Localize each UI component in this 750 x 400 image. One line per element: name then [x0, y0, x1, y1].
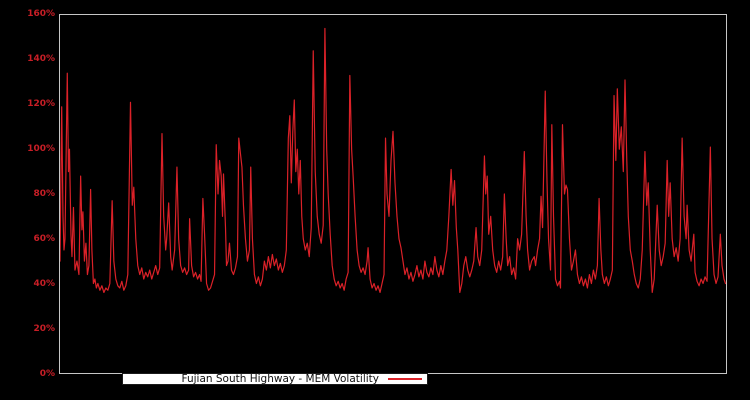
y-axis-tick-label: 60%	[33, 234, 55, 244]
plot-area: Fujian South Highway - MEM Volatility	[59, 14, 727, 385]
y-axis-tick-label: 160%	[27, 9, 55, 19]
y-axis-tick-label: 120%	[27, 99, 55, 109]
volatility-line-series	[60, 27, 726, 294]
y-axis-tick-label: 100%	[27, 144, 55, 154]
legend-label: Fujian South Highway - MEM Volatility	[181, 373, 379, 385]
y-axis-tick-label: 40%	[33, 279, 55, 289]
y-axis-tick-label: 20%	[33, 324, 55, 334]
legend: Fujian South Highway - MEM Volatility	[122, 373, 428, 385]
y-axis: 0% 20% 40% 60% 80% 100% 120% 140% 160%	[0, 0, 55, 400]
y-axis-tick-label: 0%	[39, 369, 55, 379]
legend-line-sample-icon	[388, 378, 422, 380]
y-axis-tick-label: 80%	[33, 189, 55, 199]
line-series-path	[60, 27, 726, 294]
y-axis-tick-label: 140%	[27, 54, 55, 64]
